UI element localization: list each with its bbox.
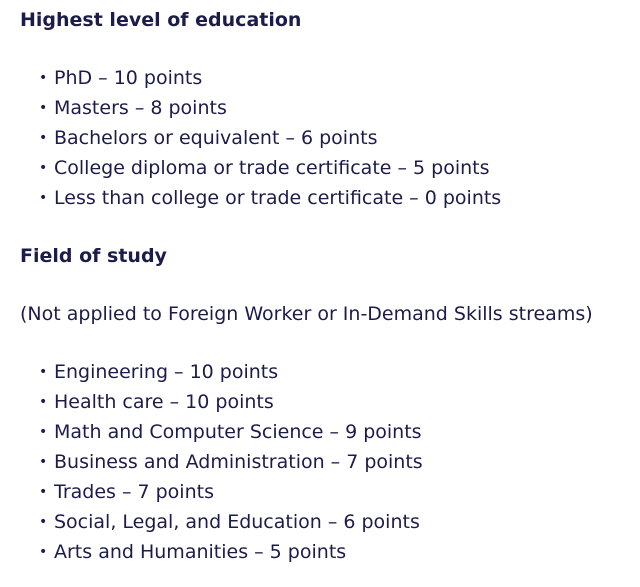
list-item: Less than college or trade certificate –… (20, 183, 640, 213)
list-item: Engineering – 10 points (20, 357, 640, 387)
list-item: Social, Legal, and Education – 6 points (20, 507, 640, 537)
education-list: PhD – 10 points Masters – 8 points Bache… (20, 63, 640, 213)
list-item: Trades – 7 points (20, 477, 640, 507)
education-heading: Highest level of education (20, 9, 302, 31)
list-item: College diploma or trade certificate – 5… (20, 153, 640, 183)
list-item: Masters – 8 points (20, 93, 640, 123)
field-of-study-list: Engineering – 10 points Health care – 10… (20, 357, 640, 567)
list-item: PhD – 10 points (20, 63, 640, 93)
field-of-study-heading: Field of study (20, 245, 167, 267)
list-item: Arts and Humanities – 5 points (20, 537, 640, 567)
list-item: Health care – 10 points (20, 387, 640, 417)
list-item: Business and Administration – 7 points (20, 447, 640, 477)
list-item: Bachelors or equivalent – 6 points (20, 123, 640, 153)
field-of-study-note: (Not applied to Foreign Worker or In-Dem… (20, 303, 593, 325)
document: Highest level of education PhD – 10 poin… (0, 0, 640, 567)
list-item: Math and Computer Science – 9 points (20, 417, 640, 447)
